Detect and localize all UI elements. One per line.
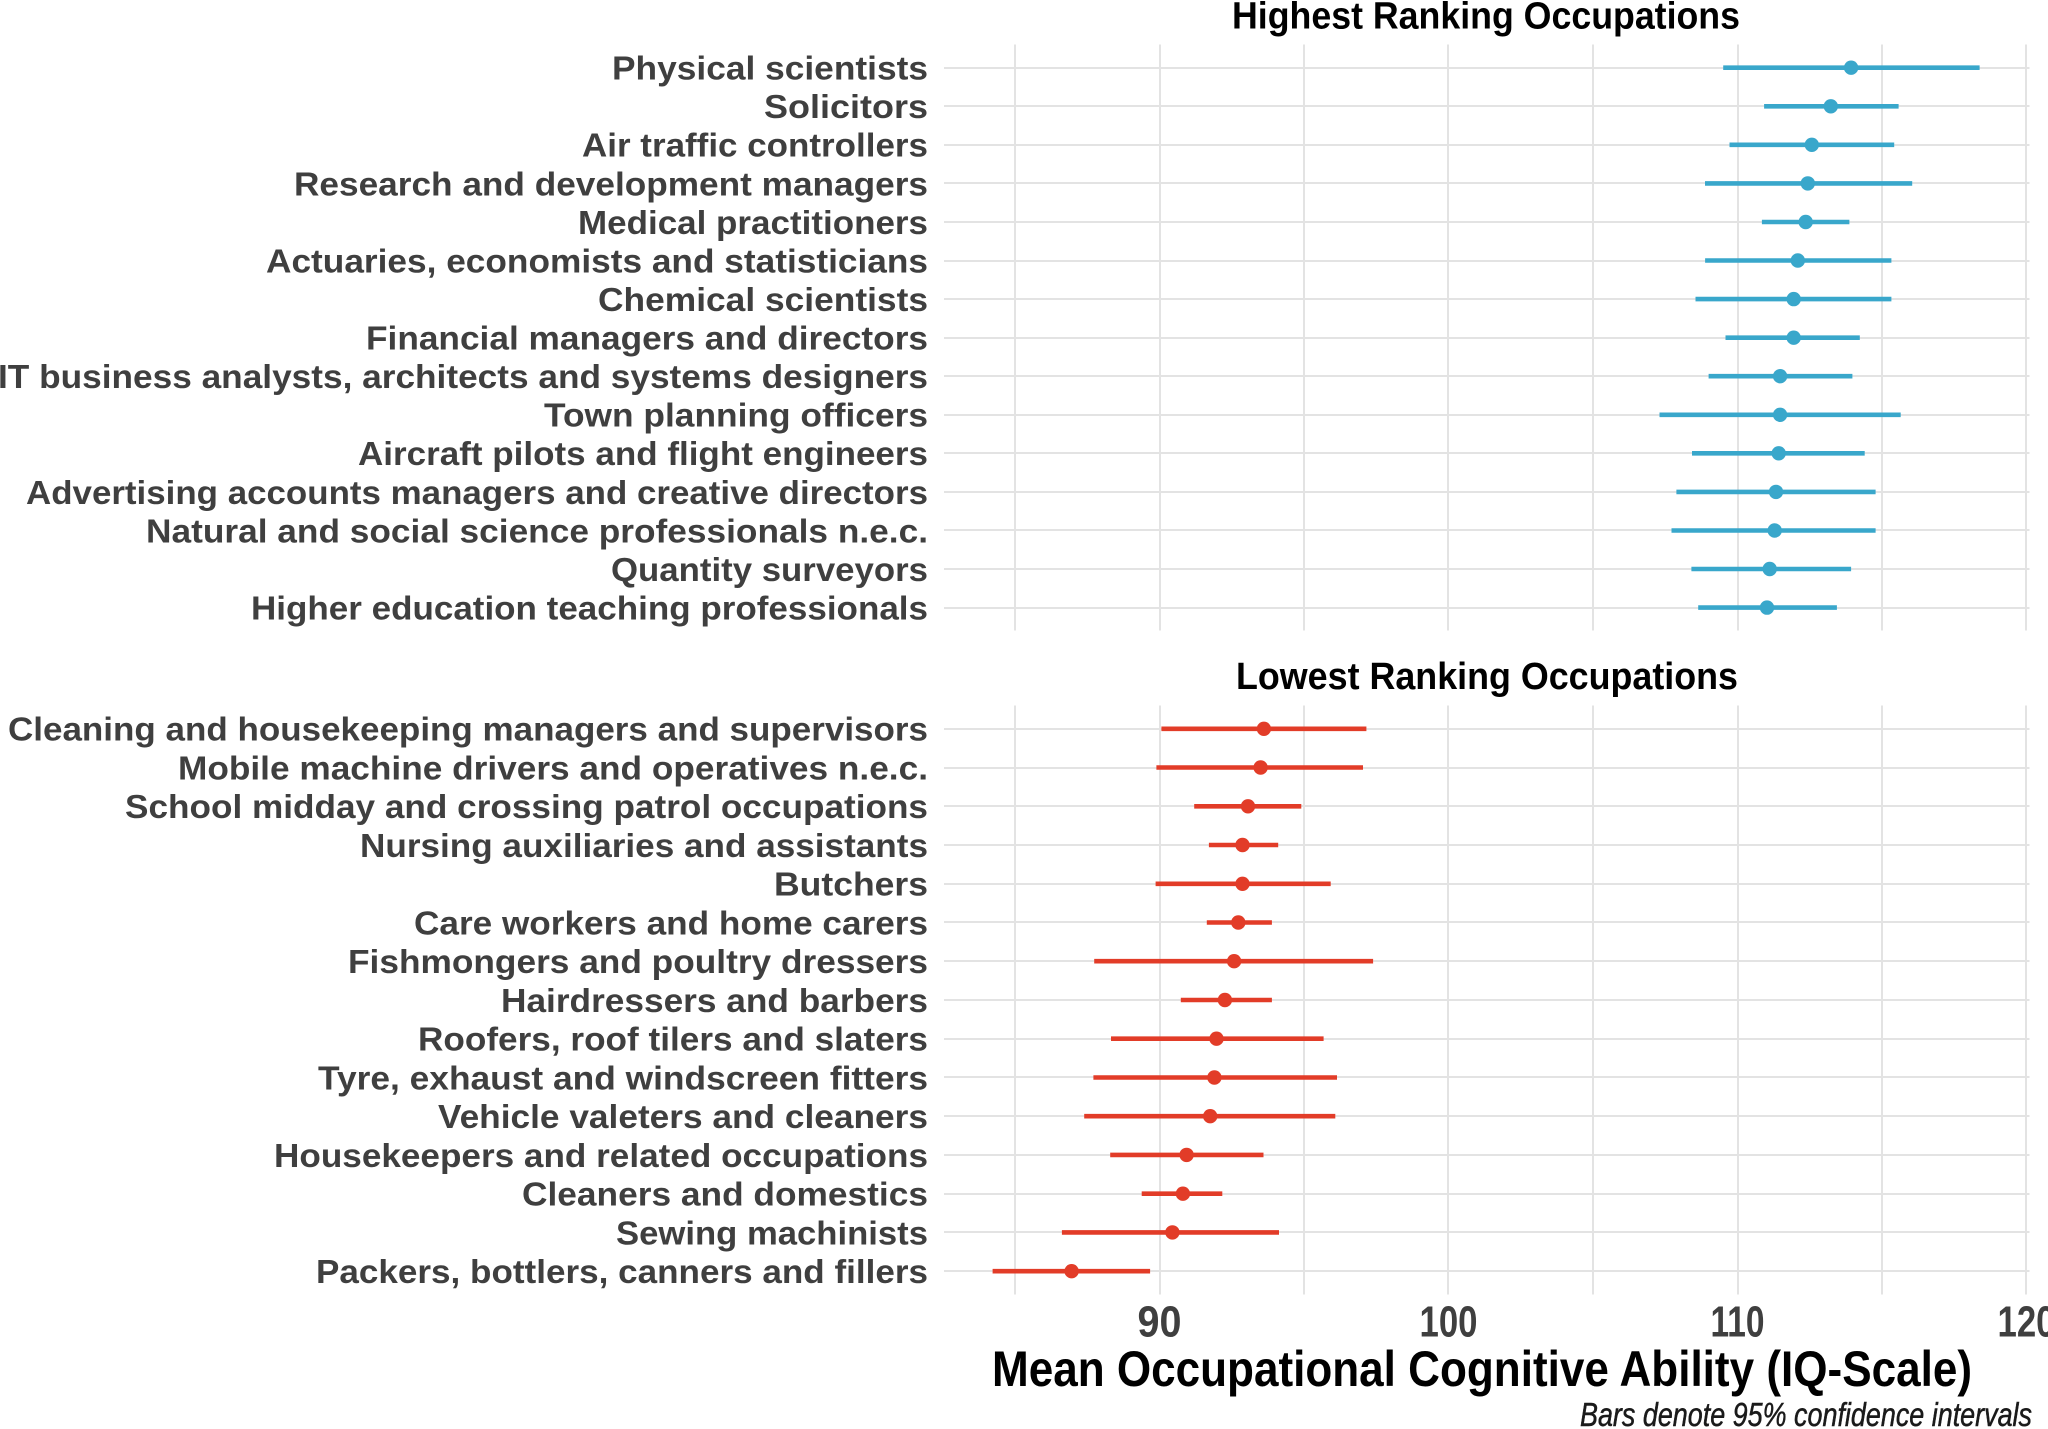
svg-text:Town planning officers: Town planning officers (544, 397, 928, 434)
svg-text:Mean Occupational Cognitive Ab: Mean Occupational Cognitive Ability (IQ-… (992, 1341, 1972, 1397)
svg-text:Cleaning and housekeeping mana: Cleaning and housekeeping managers and s… (8, 711, 928, 748)
svg-text:Financial managers and directo: Financial managers and directors (366, 320, 928, 357)
svg-text:Aircraft pilots and flight eng: Aircraft pilots and flight engineers (358, 435, 928, 472)
svg-text:Bars denote 95% confidence int: Bars denote 95% confidence intervals (1580, 1397, 2032, 1429)
svg-text:Natural and social science pro: Natural and social science professionals… (146, 512, 928, 549)
svg-text:IT business analysts, architec: IT business analysts, architects and sys… (0, 358, 928, 395)
svg-text:Housekeepers and related occup: Housekeepers and related occupations (274, 1137, 928, 1174)
svg-text:Medical practitioners: Medical practitioners (578, 204, 928, 241)
svg-text:110: 110 (1711, 1299, 1765, 1347)
svg-text:Air traffic controllers: Air traffic controllers (582, 127, 928, 164)
svg-text:Mobile machine drivers and ope: Mobile machine drivers and operatives n.… (178, 749, 928, 786)
svg-text:Tyre, exhaust and windscreen f: Tyre, exhaust and windscreen fitters (318, 1059, 928, 1096)
svg-text:120: 120 (1998, 1299, 2048, 1347)
svg-text:Roofers, roof tilers and slate: Roofers, roof tilers and slaters (418, 1021, 928, 1058)
svg-text:Research and development manag: Research and development managers (294, 165, 928, 202)
svg-text:Cleaners and domestics: Cleaners and domestics (522, 1176, 928, 1213)
svg-text:Packers, bottlers, canners and: Packers, bottlers, canners and fillers (316, 1253, 928, 1290)
svg-text:90: 90 (1138, 1299, 1182, 1347)
svg-text:Actuaries, economists and stat: Actuaries, economists and statisticians (266, 242, 928, 279)
svg-text:Vehicle valeters and cleaners: Vehicle valeters and cleaners (438, 1098, 928, 1135)
svg-text:Lowest Ranking Occupations: Lowest Ranking Occupations (1236, 656, 1738, 698)
svg-text:Solicitors: Solicitors (764, 88, 928, 125)
svg-text:Advertising accounts managers: Advertising accounts managers and creati… (26, 474, 928, 511)
svg-text:Higher education teaching prof: Higher education teaching professionals (251, 590, 928, 627)
svg-text:Sewing machinists: Sewing machinists (616, 1214, 928, 1251)
svg-text:Care workers and home carers: Care workers and home carers (414, 904, 928, 941)
svg-text:Fishmongers and poultry dresse: Fishmongers and poultry dressers (348, 943, 928, 980)
svg-text:Highest Ranking Occupations: Highest Ranking Occupations (1232, 0, 1740, 38)
svg-text:Chemical scientists: Chemical scientists (598, 281, 928, 318)
svg-text:Hairdressers and barbers: Hairdressers and barbers (501, 982, 928, 1019)
svg-text:Quantity surveyors: Quantity surveyors (611, 551, 928, 588)
svg-text:School midday and crossing pat: School midday and crossing patrol occupa… (125, 788, 928, 825)
svg-text:Physical scientists: Physical scientists (612, 50, 928, 87)
svg-text:100: 100 (1420, 1299, 1478, 1347)
svg-text:Butchers: Butchers (774, 866, 928, 903)
svg-text:Nursing auxiliaries and assist: Nursing auxiliaries and assistants (360, 827, 928, 864)
